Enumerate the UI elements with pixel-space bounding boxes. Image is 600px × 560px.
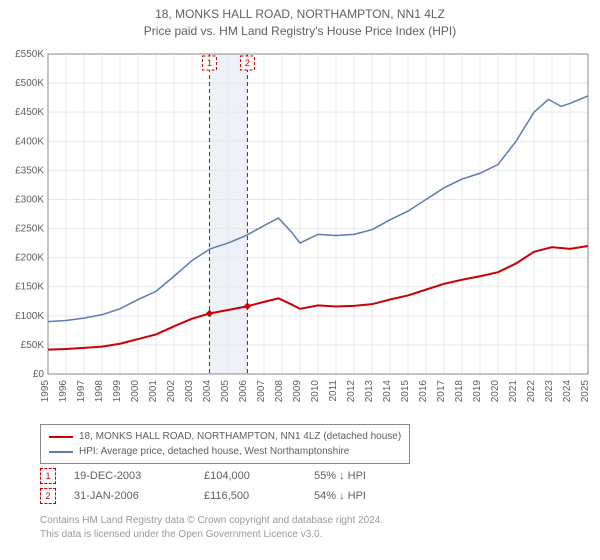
event-price: £104,000 xyxy=(204,470,314,482)
svg-text:£300K: £300K xyxy=(15,194,44,205)
svg-text:2016: 2016 xyxy=(418,380,429,403)
event-date: 31-JAN-2006 xyxy=(74,490,204,502)
legend-label: 18, MONKS HALL ROAD, NORTHAMPTON, NN1 4L… xyxy=(79,429,401,444)
svg-text:£50K: £50K xyxy=(21,340,45,351)
chart-container: 18, MONKS HALL ROAD, NORTHAMPTON, NN1 4L… xyxy=(0,0,600,560)
legend-item: HPI: Average price, detached house, West… xyxy=(49,444,401,459)
event-marker-icon: 2 xyxy=(40,488,56,504)
event-price: £116,500 xyxy=(204,490,314,502)
svg-text:1997: 1997 xyxy=(76,380,87,403)
svg-text:£450K: £450K xyxy=(15,107,44,118)
svg-text:2013: 2013 xyxy=(364,380,375,403)
svg-text:2025: 2025 xyxy=(580,380,591,403)
svg-text:2023: 2023 xyxy=(544,380,555,403)
footer-line: This data is licensed under the Open Gov… xyxy=(40,528,383,542)
chart-plot-area: 1 2 £0 £50K £100K £150K £200K £250K £300K £350K £4… xyxy=(0,44,600,414)
svg-text:2009: 2009 xyxy=(292,380,303,403)
svg-text:2017: 2017 xyxy=(436,380,447,403)
svg-text:£350K: £350K xyxy=(15,165,44,176)
svg-text:2002: 2002 xyxy=(166,380,177,403)
event-delta: 55% ↓ HPI xyxy=(314,470,434,482)
footer-line: Contains HM Land Registry data © Crown c… xyxy=(40,514,383,528)
svg-text:2: 2 xyxy=(245,58,250,68)
event-row: 1 19-DEC-2003 £104,000 55% ↓ HPI xyxy=(40,468,434,484)
svg-text:2008: 2008 xyxy=(274,380,285,403)
svg-text:1999: 1999 xyxy=(112,380,123,403)
event-marker-icon: 1 xyxy=(40,468,56,484)
svg-text:1998: 1998 xyxy=(94,380,105,403)
chart-subtitle: Price paid vs. HM Land Registry's House … xyxy=(0,23,600,40)
legend-label: HPI: Average price, detached house, West… xyxy=(79,444,349,459)
footer: Contains HM Land Registry data © Crown c… xyxy=(40,514,383,542)
event-row: 2 31-JAN-2006 £116,500 54% ↓ HPI xyxy=(40,488,434,504)
event-date: 19-DEC-2003 xyxy=(74,470,204,482)
svg-text:2010: 2010 xyxy=(310,380,321,403)
svg-text:2011: 2011 xyxy=(328,380,339,402)
svg-text:£100K: £100K xyxy=(15,311,44,322)
legend-item: 18, MONKS HALL ROAD, NORTHAMPTON, NN1 4L… xyxy=(49,429,401,444)
svg-text:1: 1 xyxy=(207,58,212,68)
svg-text:1996: 1996 xyxy=(58,380,69,403)
svg-text:£150K: £150K xyxy=(15,282,44,293)
legend: 18, MONKS HALL ROAD, NORTHAMPTON, NN1 4L… xyxy=(40,424,410,464)
event-delta: 54% ↓ HPI xyxy=(314,490,434,502)
events-table: 1 19-DEC-2003 £104,000 55% ↓ HPI 2 31-JA… xyxy=(40,468,434,508)
svg-text:2000: 2000 xyxy=(130,380,141,403)
svg-text:2024: 2024 xyxy=(562,380,573,403)
svg-text:2012: 2012 xyxy=(346,380,357,403)
svg-text:2006: 2006 xyxy=(238,380,249,403)
svg-text:£400K: £400K xyxy=(15,136,44,147)
svg-text:£200K: £200K xyxy=(15,253,44,264)
svg-text:£0: £0 xyxy=(33,369,45,380)
svg-text:2020: 2020 xyxy=(490,380,501,403)
legend-swatch xyxy=(49,451,73,453)
svg-text:2007: 2007 xyxy=(256,380,267,403)
svg-text:2005: 2005 xyxy=(220,380,231,403)
svg-text:£500K: £500K xyxy=(15,78,44,89)
svg-text:2001: 2001 xyxy=(148,380,159,403)
svg-text:2003: 2003 xyxy=(184,380,195,403)
svg-text:1995: 1995 xyxy=(40,380,51,403)
chart-title: 18, MONKS HALL ROAD, NORTHAMPTON, NN1 4L… xyxy=(0,0,600,23)
svg-text:£250K: £250K xyxy=(15,224,44,235)
svg-text:2015: 2015 xyxy=(400,380,411,403)
legend-swatch xyxy=(49,436,73,438)
svg-text:£550K: £550K xyxy=(15,49,44,60)
svg-text:2022: 2022 xyxy=(526,380,537,403)
svg-text:2019: 2019 xyxy=(472,380,483,403)
svg-text:2018: 2018 xyxy=(454,380,465,403)
svg-text:2004: 2004 xyxy=(202,380,213,403)
chart-svg: 1 2 £0 £50K £100K £150K £200K £250K £300K £350K £4… xyxy=(0,44,600,414)
svg-text:2014: 2014 xyxy=(382,380,393,403)
svg-text:2021: 2021 xyxy=(508,380,519,403)
